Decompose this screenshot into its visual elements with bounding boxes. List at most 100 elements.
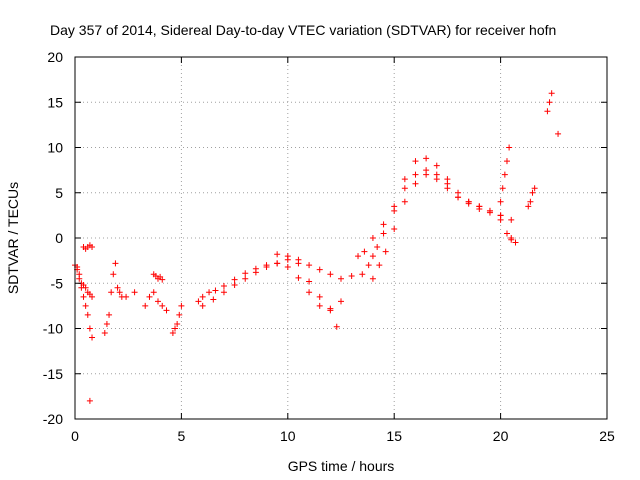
data-point (355, 253, 362, 260)
series-arc-11 (274, 251, 366, 282)
data-point (159, 276, 166, 283)
data-point (116, 289, 123, 296)
y-tick-label: 0 (55, 230, 63, 246)
data-point (306, 289, 313, 296)
data-point (423, 155, 430, 162)
data-point (252, 269, 259, 276)
x-axis-label: GPS time / hours (288, 458, 395, 474)
data-point (348, 273, 355, 280)
series-arc-18 (555, 130, 562, 137)
data-point (89, 293, 96, 300)
data-point (444, 185, 451, 192)
data-point (455, 194, 462, 201)
x-tick-label: 10 (280, 428, 296, 444)
series-arc-15 (497, 144, 513, 205)
data-point (316, 302, 323, 309)
data-point (76, 271, 83, 278)
data-point (220, 282, 227, 289)
chart-title: Day 357 of 2014, Sidereal Day-to-day VTE… (50, 22, 556, 38)
data-point (412, 180, 419, 187)
data-point (401, 185, 408, 192)
y-tick-label: 10 (47, 140, 63, 156)
y-tick-label: -10 (43, 321, 63, 337)
data-point (108, 289, 115, 296)
data-point (465, 198, 472, 205)
data-point (154, 298, 161, 305)
y-tick-label: 5 (55, 185, 63, 201)
series-arc-3 (80, 242, 96, 252)
x-tick-label: 25 (599, 428, 615, 444)
data-point (242, 275, 249, 282)
data-point (327, 305, 334, 312)
series-arc-16 (525, 185, 538, 210)
series-arc-10 (199, 256, 340, 330)
x-tick-label: 20 (493, 428, 509, 444)
data-point (486, 207, 493, 214)
data-point (131, 289, 138, 296)
data-point (508, 236, 515, 243)
series-arc-7 (150, 271, 166, 283)
y-axis: -20 -15 -10 -5 0 5 10 15 20 (43, 49, 607, 427)
y-tick-label: -5 (51, 275, 64, 291)
data-point (501, 171, 508, 178)
data-point (206, 289, 213, 296)
data-point (142, 302, 149, 309)
data-point (380, 221, 387, 228)
data-point (361, 248, 368, 255)
data-point (433, 162, 440, 169)
data-point (174, 320, 181, 327)
data-point (159, 302, 166, 309)
series-arc-2 (74, 263, 96, 300)
data-point (106, 311, 113, 318)
data-point (306, 278, 313, 285)
data-point (544, 108, 551, 115)
data-point (365, 262, 372, 269)
data-point (150, 289, 157, 296)
x-axis: 0 5 10 15 20 25 (71, 57, 615, 444)
series-arc-6 (142, 289, 170, 314)
data-point (338, 275, 344, 282)
data-point (506, 144, 513, 151)
data-point (423, 171, 430, 178)
data-point (529, 189, 536, 196)
data-point (306, 262, 313, 269)
data-point (110, 271, 117, 278)
data-point (508, 216, 515, 223)
data-point (86, 397, 93, 404)
y-tick-label: 20 (47, 49, 63, 65)
series-arc-4 (101, 260, 125, 337)
data-point (84, 311, 91, 318)
data-point (284, 253, 291, 260)
series-arc-14 (369, 171, 515, 282)
data-point (512, 239, 519, 246)
series-outlier (86, 397, 93, 404)
data-points (72, 90, 562, 404)
data-point (274, 251, 281, 258)
series-arc-5 (123, 289, 138, 300)
data-point (376, 262, 383, 269)
data-point (316, 266, 323, 273)
x-tick-label: 15 (386, 428, 402, 444)
data-point (199, 293, 206, 300)
data-point (531, 185, 538, 192)
data-point (176, 311, 183, 318)
x-tick-label: 5 (178, 428, 186, 444)
data-point (382, 248, 389, 255)
data-point (391, 207, 398, 214)
data-point (499, 185, 506, 192)
data-point (546, 99, 553, 106)
grid (75, 57, 607, 419)
data-point (112, 260, 119, 267)
data-point (212, 287, 219, 294)
data-point (359, 271, 366, 278)
data-point (525, 203, 532, 210)
data-point (178, 302, 185, 309)
data-point (327, 271, 334, 278)
data-point (82, 284, 89, 291)
data-point (114, 284, 121, 291)
series-arc-8 (169, 302, 185, 337)
data-point (101, 330, 108, 337)
data-point (369, 235, 376, 241)
data-point (86, 325, 93, 332)
